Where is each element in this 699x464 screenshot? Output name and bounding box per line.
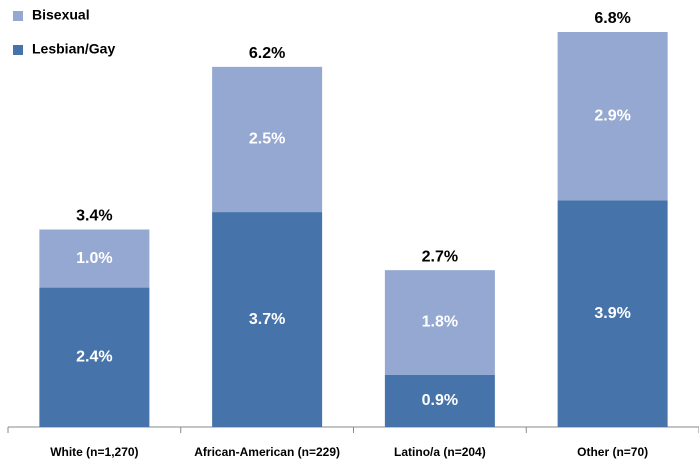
- value-label: 2.4%: [76, 349, 112, 366]
- bar-segment: [212, 212, 323, 427]
- value-label: 2.5%: [249, 131, 285, 148]
- legend-label: Bisexual: [32, 7, 90, 23]
- total-label: 2.7%: [422, 248, 458, 265]
- value-label: 1.8%: [422, 314, 458, 331]
- total-label: 6.8%: [594, 10, 630, 27]
- value-label: 3.9%: [594, 305, 630, 322]
- total-label: 3.4%: [76, 208, 112, 225]
- total-label: 6.2%: [249, 45, 285, 62]
- value-label: 0.9%: [422, 392, 458, 409]
- x-tick-label: Latino/a (n=204): [394, 445, 486, 459]
- bar-segment: [39, 229, 150, 288]
- bar-segment: [557, 32, 668, 201]
- bar-segment: [557, 200, 668, 427]
- x-tick-label: White (n=1,270): [50, 445, 138, 459]
- legend-swatch: [13, 11, 23, 21]
- bar-segment: [212, 66, 323, 213]
- bar-segment: [39, 287, 150, 427]
- bar-segment: [384, 270, 495, 375]
- value-label: 2.9%: [594, 107, 630, 124]
- bar-segment: [384, 374, 495, 427]
- value-label: 1.0%: [76, 250, 112, 267]
- x-tick-label: African-American (n=229): [194, 445, 340, 459]
- value-label: 3.7%: [249, 311, 285, 328]
- x-tick-label: Other (n=70): [577, 445, 648, 459]
- legend-swatch: [13, 45, 23, 55]
- legend-label: Lesbian/Gay: [32, 41, 115, 57]
